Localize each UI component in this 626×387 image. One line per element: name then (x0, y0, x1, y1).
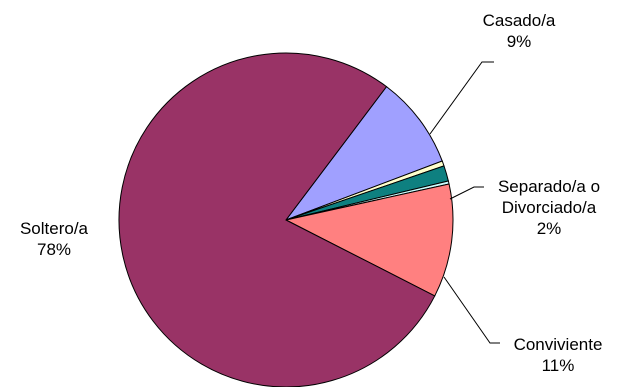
label-soltero: Soltero/a 78% (8, 218, 100, 260)
label-casado: Casado/a 9% (470, 10, 568, 52)
pie-slice-casado-a (284, 85, 443, 222)
label-conviviente-name: Conviviente (513, 335, 603, 354)
label-soltero-pct: 78% (36, 240, 72, 259)
label-conviviente-pct: 11% (541, 356, 575, 375)
label-separado-line1: Separado/a o (497, 177, 601, 196)
pie-slice-conviviente (284, 183, 454, 297)
leader-line-separado (449, 186, 484, 200)
label-casado-name: Casado/a (482, 11, 556, 30)
pie-slices (118, 52, 454, 387)
label-separado-pct: 2% (536, 219, 562, 238)
pie-slice-soltero-a (118, 52, 436, 387)
label-separado-line2: Divorciado/a (501, 198, 597, 217)
label-soltero-name: Soltero/a (19, 219, 89, 238)
label-casado-pct: 9% (506, 32, 532, 51)
leader-lines (429, 61, 500, 344)
label-separado: Separado/a o Divorciado/a 2% (478, 176, 620, 239)
leader-line-conviviente (443, 276, 500, 344)
leader-line-casado (429, 61, 494, 135)
label-conviviente: Conviviente 11% (496, 334, 620, 376)
